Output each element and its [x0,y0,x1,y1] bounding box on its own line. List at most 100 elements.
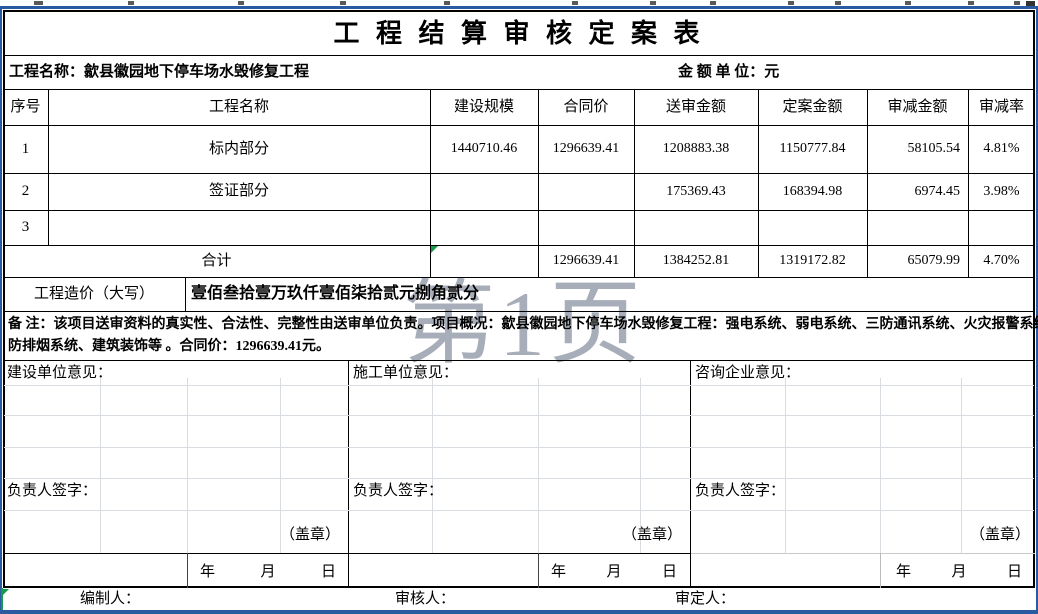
rule [187,553,188,588]
total-contract[interactable]: 1296639.41 [552,253,620,268]
day-label: 日 [320,564,336,580]
row2-submitted[interactable]: 175369.43 [666,184,726,199]
row1-submitted[interactable]: 1208883.38 [662,141,730,156]
column-header-remnant [905,1,911,5]
col-header-reduced: 审减金额 [887,99,948,115]
column-header-remnant [1014,1,1020,5]
gridline [961,378,962,553]
total-rate[interactable]: 4.70% [983,253,1020,268]
col-header-no: 序号 [10,99,41,115]
window-edge-left [0,6,2,614]
row2-scale[interactable] [430,173,538,210]
column-header-remnant [788,1,794,5]
remark-line1: 备 注：该项目送审资料的真实性、合法性、完整性由送审单位负责。项目概况：歙县徽园… [8,317,1038,332]
day-label: 日 [1006,564,1022,580]
auditor-label[interactable]: 审核人： [395,591,456,607]
rule [690,360,691,588]
amount-unit: 金 额 单 位：元 [678,64,780,80]
day-label: 日 [661,564,677,580]
row1-name[interactable]: 标内部分 [208,141,269,157]
rule [430,89,431,277]
rule [634,89,635,277]
contractor-date-cell[interactable]: 年 月 日 [539,554,689,587]
contractor-opinion-label: 施工单位意见： [353,365,459,381]
selection-corner-icon [3,589,9,595]
row1-finalized[interactable]: 1150777.84 [779,141,846,156]
total-label: 合计 [201,253,232,269]
row2-no[interactable]: 2 [21,183,30,199]
row1-no[interactable]: 1 [21,141,30,157]
year-label: 年 [896,564,912,580]
rule [48,89,49,245]
row2-contract[interactable] [538,173,634,210]
gridline [4,510,1034,511]
gridline [538,378,539,553]
column-header-remnant [650,1,656,5]
contractor-seal-label: （盖章） [621,527,682,543]
row1-reduced[interactable]: 58105.54 [907,141,961,156]
col-header-finalized: 定案金额 [782,99,843,115]
col-header-scale: 建设规模 [453,99,514,115]
owner-date-cell[interactable]: 年 月 日 [188,554,348,587]
gridline [640,378,641,553]
row2-finalized[interactable]: 168394.98 [782,184,843,199]
month-label: 月 [260,564,276,580]
col-header-submitted: 送审金额 [665,99,726,115]
window-edge-top [0,6,1038,9]
table-frame [3,10,1035,588]
column-header-remnant [968,1,974,5]
amount-words-value[interactable]: 壹佰叁拾壹万玖仟壹佰柒拾贰元捌角贰分 [191,285,480,302]
gridline [187,378,188,553]
rule [758,89,759,277]
rule [3,89,1035,90]
row3-name[interactable] [48,210,430,245]
column-header-remnant [835,1,841,5]
rule [538,553,539,588]
amount-words-label: 工程造价（大写） [33,286,154,302]
total-reduced[interactable]: 65079.99 [907,253,961,268]
row2-name[interactable]: 签证部分 [208,183,269,199]
rule [3,210,1035,211]
row2-reduced[interactable]: 6974.45 [914,184,961,199]
row3-no[interactable]: 3 [21,219,30,235]
approver-label[interactable]: 审定人： [675,591,736,607]
rule [3,311,1035,312]
rule [348,360,349,588]
project-name[interactable]: 工程名称：歙县徽园地下停车场水毁修复工程 [9,64,310,80]
rule [3,360,1035,361]
row1-rate[interactable]: 4.81% [983,141,1020,156]
contractor-sign-label: 负责人签字： [353,483,444,499]
rule [3,277,1035,278]
consultant-seal-label: （盖章） [969,527,1030,543]
gridline [4,385,1034,386]
preparer-label[interactable]: 编制人： [80,591,141,607]
month-label: 月 [606,564,622,580]
column-header-remnant [572,1,578,5]
gridline [432,378,433,553]
error-marker-icon [431,246,438,253]
row1-scale[interactable]: 1440710.46 [450,141,518,156]
window-edge-right [1036,6,1038,614]
rule [690,553,1035,554]
col-header-contract: 合同价 [563,99,609,115]
rule [538,89,539,277]
column-header-remnant [128,1,134,5]
row2-rate[interactable]: 3.98% [983,184,1020,199]
rule [3,553,690,554]
gridline [880,378,881,553]
col-header-name: 工程名称 [208,99,269,115]
owner-opinion-label: 建设单位意见： [7,365,113,381]
total-submitted[interactable]: 1384252.81 [662,253,730,268]
total-finalized[interactable]: 1319172.82 [779,253,846,268]
gridline [4,447,1034,448]
consultant-date-cell[interactable]: 年 月 日 [884,554,1034,587]
gridline [280,378,281,553]
row1-contract[interactable]: 1296639.41 [552,141,620,156]
month-label: 月 [951,564,967,580]
owner-seal-label: （盖章） [279,527,340,543]
rule [867,89,868,277]
column-header-remnant [1026,1,1035,7]
gridline [100,378,101,553]
column-header-remnant [238,1,244,5]
